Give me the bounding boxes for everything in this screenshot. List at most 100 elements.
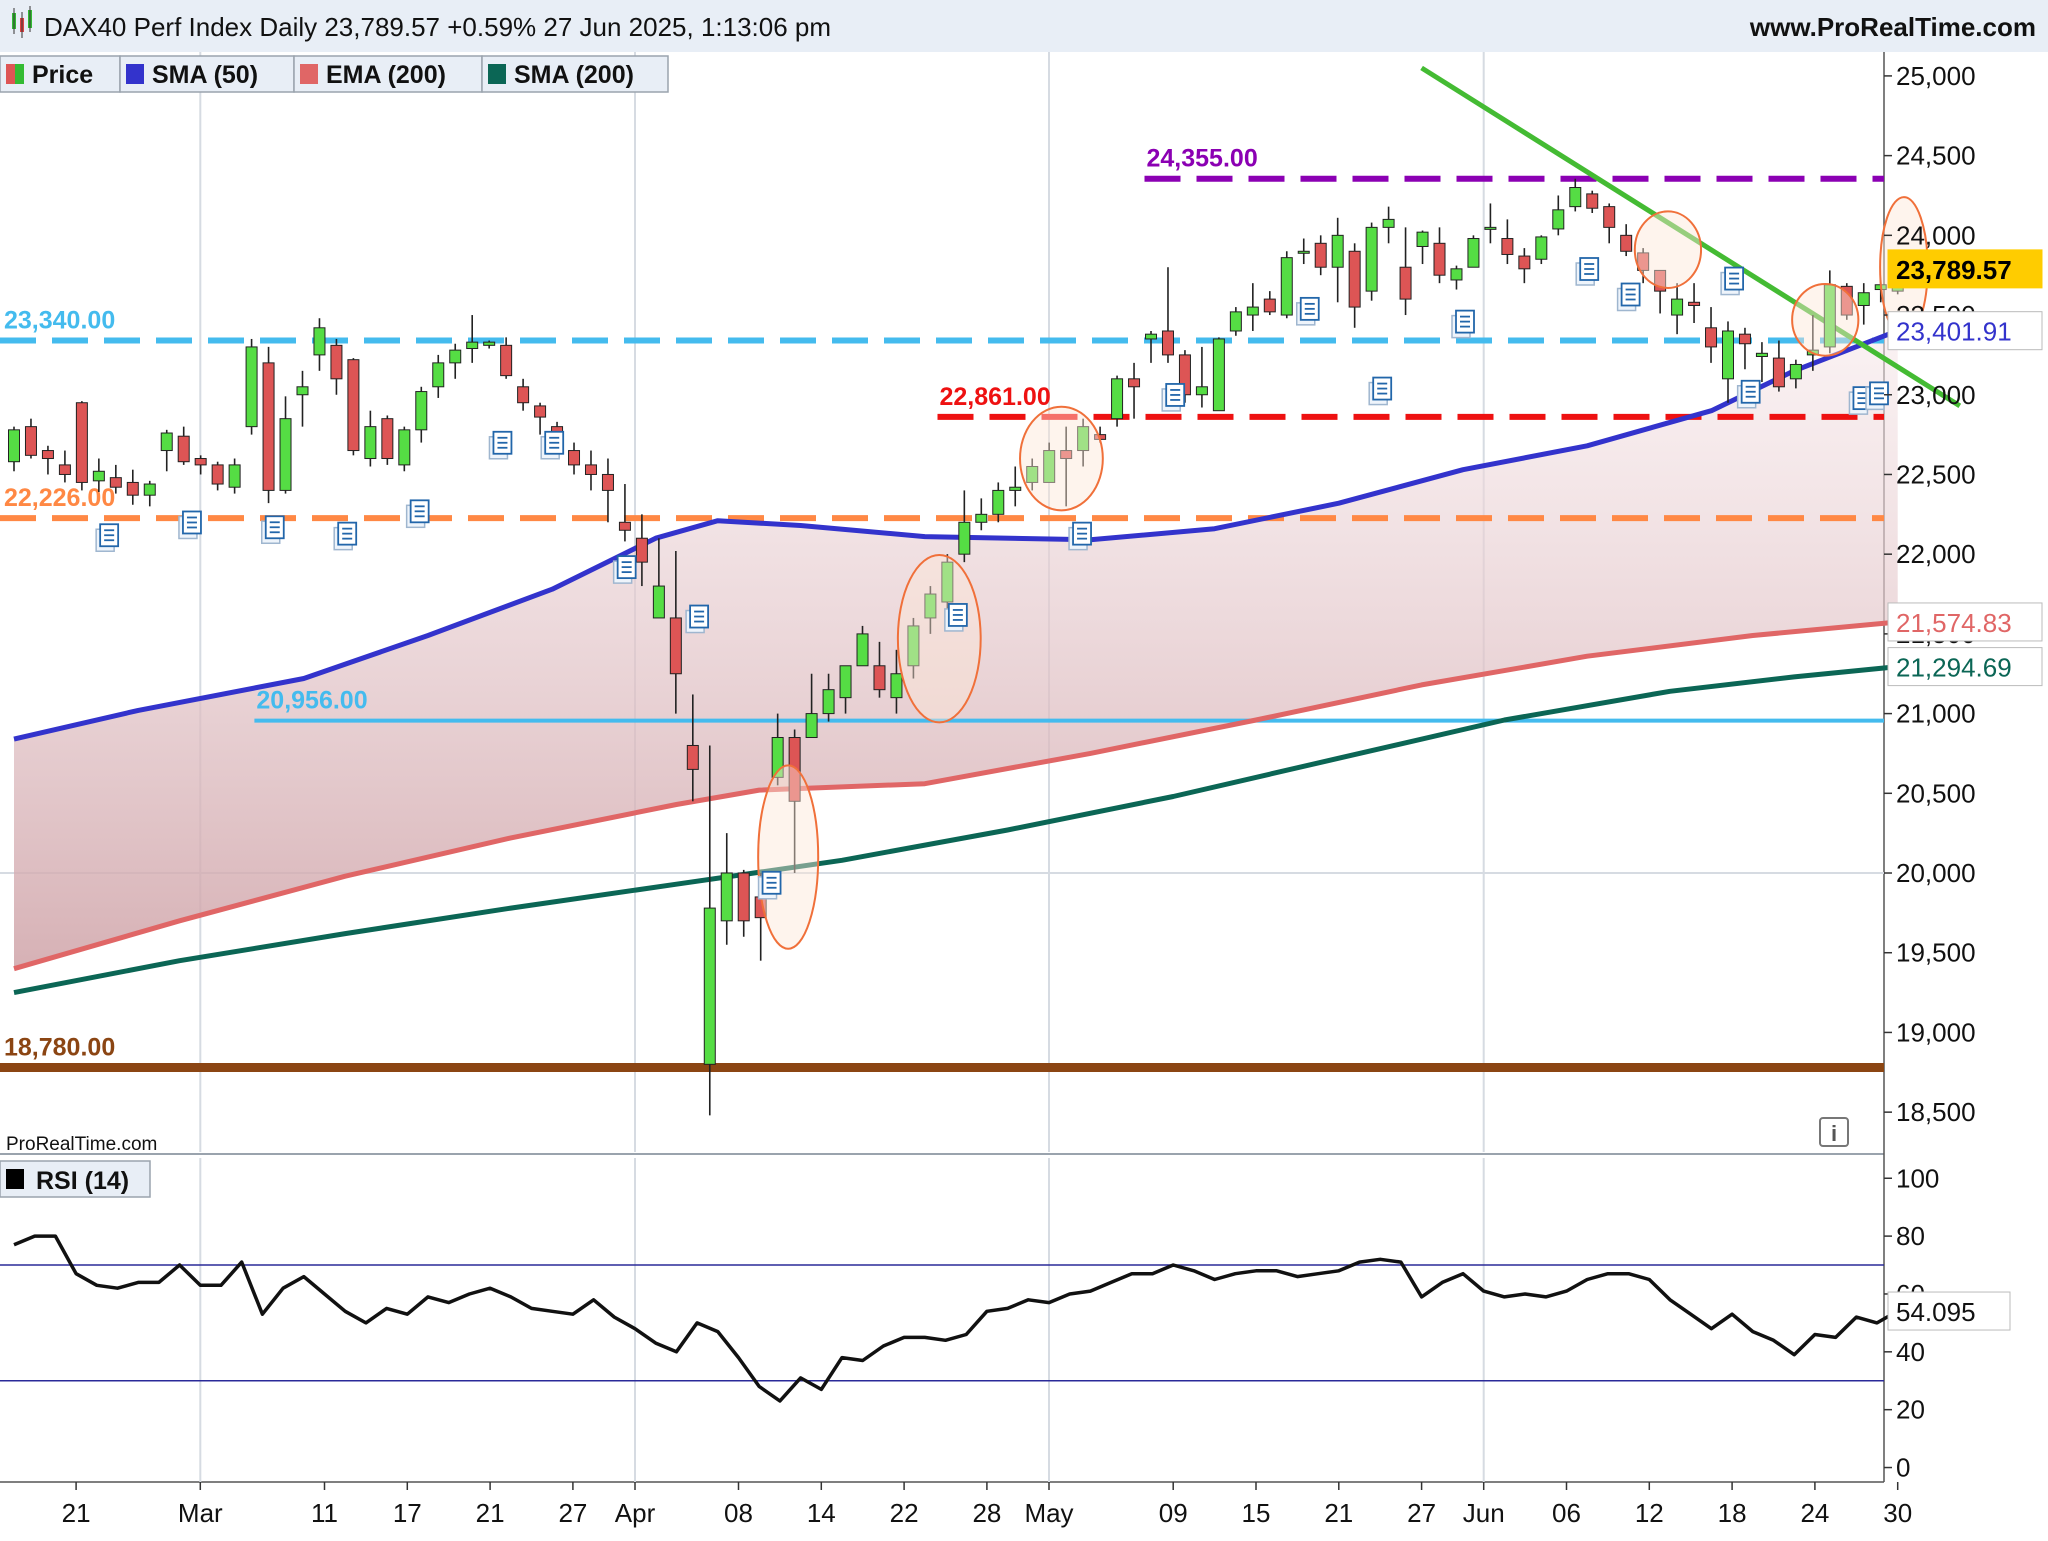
news-document-icon[interactable] — [488, 430, 513, 460]
x-axis-label: 30 — [1883, 1498, 1912, 1528]
candle-body — [143, 483, 156, 496]
rsi-axis-label: 20 — [1896, 1395, 1925, 1425]
candle-body — [1297, 250, 1310, 254]
candle-body — [771, 737, 784, 778]
news-document-icon[interactable] — [612, 555, 637, 584]
header-bar — [0, 0, 2048, 52]
rsi-legend-bg — [0, 1160, 151, 1198]
news-document-icon[interactable] — [1068, 521, 1092, 551]
legend-swatch-red — [6, 64, 15, 84]
trendline[interactable] — [1420, 65, 1962, 409]
candle — [1637, 248, 1650, 284]
candle-body — [1348, 250, 1361, 308]
candle — [890, 649, 903, 714]
rsi-axis-label: 0 — [1896, 1453, 1910, 1483]
candle-body — [58, 464, 71, 475]
legend-item[interactable]: SMA (50) — [119, 55, 295, 93]
news-document-icon[interactable] — [1616, 282, 1641, 312]
candle-body — [1535, 236, 1548, 260]
candle — [1399, 227, 1412, 316]
news-document-icon[interactable] — [1296, 296, 1320, 326]
candle — [1467, 235, 1480, 268]
candle-body — [347, 359, 360, 452]
candle-body — [1212, 338, 1225, 412]
candle — [584, 450, 597, 491]
legend-item[interactable]: SMA (200) — [481, 55, 669, 93]
candle-body — [822, 689, 835, 715]
candle-body — [313, 327, 326, 356]
chart-type-icon[interactable] — [12, 6, 32, 38]
indicator-tag-0: 23,401.91 — [1896, 317, 2012, 347]
candle-body — [1755, 352, 1768, 357]
news-document-icon[interactable] — [540, 430, 565, 460]
candle — [177, 426, 190, 465]
candle — [194, 455, 207, 475]
candle — [1145, 330, 1158, 363]
candle — [1755, 342, 1768, 382]
candle-body — [245, 346, 258, 428]
candle-body — [1518, 255, 1531, 270]
x-axis-label: 28 — [972, 1498, 1001, 1528]
news-document-icon[interactable] — [757, 870, 782, 900]
candle-body — [1450, 268, 1463, 281]
news-document-icon[interactable] — [261, 515, 285, 545]
indicator-tag-0-bg — [1887, 311, 2043, 351]
news-document-icon[interactable] — [1720, 266, 1744, 296]
rsi-axis-label: 80 — [1896, 1221, 1925, 1251]
candle-body — [635, 537, 648, 563]
legend-label: Price — [32, 61, 93, 89]
indicator-tag-1: 21,574.83 — [1896, 608, 2012, 638]
info-icon[interactable]: i — [1819, 1117, 1849, 1147]
news-document-icon[interactable] — [1865, 381, 1889, 411]
legend-item[interactable]: Price — [0, 55, 121, 93]
highlight-ellipse — [1791, 282, 1860, 357]
candle-body — [466, 341, 479, 350]
legend-item[interactable]: EMA (200) — [293, 55, 483, 93]
news-document-icon[interactable] — [685, 604, 709, 634]
news-document-icon[interactable] — [95, 523, 120, 552]
candle-body — [500, 344, 513, 377]
candle-body — [483, 341, 496, 346]
candle — [1671, 283, 1684, 335]
candle-body — [1314, 242, 1327, 268]
news-document-icon[interactable] — [1736, 379, 1761, 409]
candle-body — [126, 481, 139, 496]
candle — [1789, 359, 1802, 389]
news-document-icon[interactable] — [405, 499, 430, 529]
rsi-line — [13, 1234, 1899, 1403]
candle — [24, 418, 37, 459]
x-axis-label: Mar — [178, 1498, 223, 1528]
candle — [788, 729, 801, 874]
price-axis-label: 22,000 — [1896, 539, 1976, 569]
candle-body — [907, 625, 920, 667]
candle — [364, 410, 377, 467]
news-document-icon[interactable] — [178, 510, 202, 540]
rsi-legend-item[interactable]: RSI (14) — [0, 1160, 151, 1198]
candle — [449, 343, 462, 379]
price-axis-label: 24,000 — [1896, 220, 1976, 250]
news-document-icon[interactable] — [1575, 257, 1600, 286]
candle — [58, 450, 71, 483]
candle-body — [1738, 333, 1751, 345]
level-label-5: 18,780.00 — [4, 1034, 115, 1062]
candle — [568, 442, 581, 475]
news-document-icon[interactable] — [944, 603, 968, 632]
news-document-icon[interactable] — [1368, 376, 1393, 406]
candle-body — [432, 362, 445, 388]
news-document-icon[interactable] — [333, 521, 358, 551]
candle-body — [1688, 301, 1701, 306]
candle — [873, 641, 886, 698]
news-document-icon[interactable] — [1451, 309, 1475, 339]
x-axis-label: 27 — [558, 1498, 587, 1528]
candle — [279, 396, 292, 494]
x-axis-label: 06 — [1552, 1498, 1581, 1528]
candle-body — [839, 665, 852, 699]
x-axis-label: May — [1024, 1498, 1073, 1528]
candle-body — [1246, 306, 1259, 316]
candle — [1297, 238, 1310, 265]
candle-body — [381, 418, 394, 460]
news-document-icon[interactable] — [1161, 383, 1186, 412]
candle — [1501, 219, 1514, 265]
